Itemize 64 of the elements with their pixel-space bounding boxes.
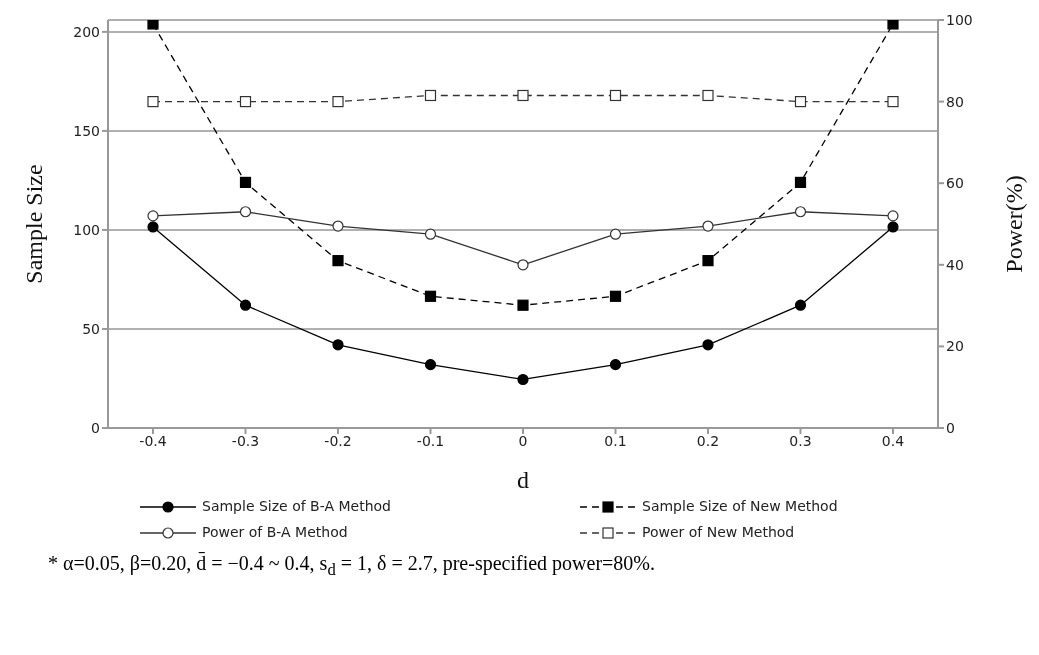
x-axis-title: d [517,467,529,493]
legend-label: Sample Size of New Method [641,498,839,514]
point [609,228,622,240]
point [517,259,529,271]
point [424,290,437,302]
y2-tick-label: 60 [946,175,964,192]
point [239,96,252,108]
point [332,339,344,351]
point [517,373,529,386]
y2-tick-label: 100 [946,11,973,28]
legend-label: Sample Size of B-A Method [201,498,392,514]
point [609,89,622,102]
point [887,221,899,233]
x-tick-label: 0.3 [789,432,812,449]
point [517,299,529,311]
legend-label: Power of New Method [641,524,796,540]
x-tick-label: 0.4 [881,432,905,449]
y-tick-label: 150 [73,122,100,139]
point [147,221,159,233]
point [147,210,159,222]
point [239,206,252,218]
y-tick-label: 200 [73,23,100,40]
point [239,299,252,311]
point [794,176,807,189]
point [147,96,159,108]
x-tick-label: -0.3 [231,432,260,449]
x-tick-label: -0.1 [416,432,445,449]
text: * α=0.05, β=0.20, d̄ = −0.4 ~ 0.4, s$_{d}$ = 1, δ = 2.7, pre-specified power=80%. [48,552,656,580]
y2-tick-label: 40 [946,256,964,273]
y-axis-title: Sample Size [20,164,47,284]
x-tick-label: 0.1 [604,432,627,449]
point [332,220,344,232]
point [794,206,807,218]
point [424,228,437,240]
point [424,89,437,102]
y2-tick-label: 20 [946,338,964,355]
point [887,210,899,222]
y-tick-label: 0 [91,419,100,436]
point [887,96,899,108]
point [702,220,714,232]
point [609,359,622,371]
point [702,339,714,351]
x-tick-label: 0.2 [696,432,720,449]
y2-tick-label: 0 [946,419,955,436]
legend-label: Power of B-A Method [201,524,349,540]
point [239,176,252,189]
point [517,89,529,102]
point [332,255,344,267]
point [332,96,344,108]
point [794,96,807,108]
point [424,359,437,371]
point [609,290,622,302]
y-tick-label: 100 [73,221,100,238]
x-tick-label: -0.4 [139,432,167,449]
y2-axis-title: Power(%) [1000,175,1027,273]
point [702,89,714,102]
point [887,20,899,30]
point [147,20,159,30]
x-tick-label: -0.2 [324,432,352,449]
point [702,255,714,267]
point [794,299,807,311]
x-tick-label: 0 [518,432,528,449]
y-tick-label: 50 [82,320,100,337]
y2-tick-label: 80 [946,93,964,110]
